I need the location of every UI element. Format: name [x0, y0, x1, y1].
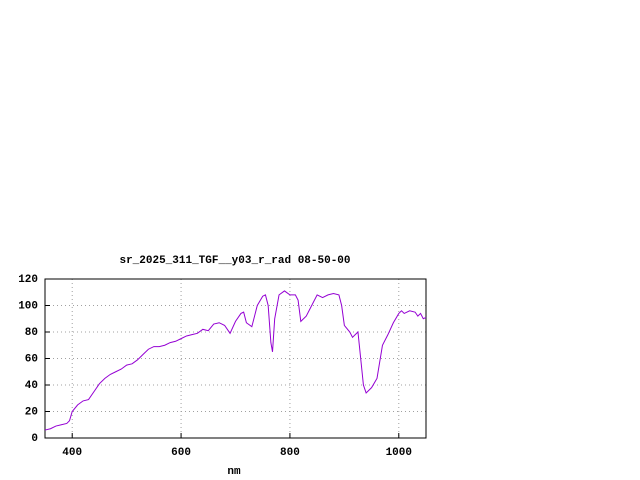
y-tick-label: 0: [31, 433, 38, 445]
y-tick-label: 120: [18, 274, 38, 286]
x-tick-label: 1000: [386, 447, 412, 459]
x-axis-label: nm: [227, 466, 241, 478]
y-tick-label: 40: [25, 380, 38, 392]
y-tick-label: 100: [18, 300, 38, 312]
x-tick-label: 800: [280, 447, 300, 459]
data-line: [44, 290, 427, 431]
chart-title: sr_2025_311_TGF__y03_r_rad 08-50-00: [119, 255, 350, 267]
x-tick-label: 400: [62, 447, 82, 459]
y-tick-label: 80: [25, 327, 38, 339]
y-tick-label: 60: [25, 353, 38, 365]
x-tick-label: 600: [171, 447, 191, 459]
y-tick-label: 20: [25, 406, 38, 418]
plot-frame: [44, 278, 427, 439]
